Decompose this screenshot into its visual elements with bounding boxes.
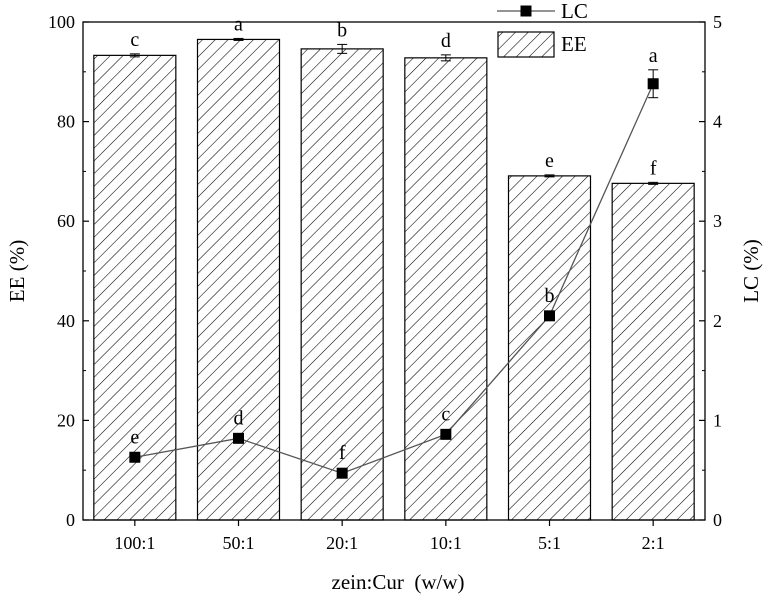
ee-bar <box>611 182 695 521</box>
lc-point <box>336 467 348 479</box>
lc-point <box>129 451 141 463</box>
x-axis-title: zein:Cur (w/w) <box>332 570 465 594</box>
x-tick-label: 5:1 <box>538 533 561 553</box>
legend-lc-marker <box>520 5 532 17</box>
x-tick-label: 50:1 <box>222 533 254 553</box>
lc-series: e d f c b a <box>129 45 659 479</box>
lc-significance-letter: f <box>339 442 346 464</box>
y2-tick-label: 5 <box>713 12 722 32</box>
legend: LC EE <box>497 0 588 58</box>
ee-significance-letter: c <box>130 29 139 51</box>
y-tick-label: 80 <box>57 112 75 132</box>
y2-tick-label: 0 <box>713 510 722 530</box>
axes: 0 20 40 60 80 100 0 1 2 3 4 5 100:1 50:1 20:1 10:1 5:1 2:… <box>48 12 722 553</box>
x-tick-label: 20:1 <box>326 533 358 553</box>
y-axis-title: EE (%) <box>5 240 29 302</box>
lc-significance-letter: a <box>649 45 658 67</box>
legend-lc-label: LC <box>561 0 588 23</box>
y-tick-label: 20 <box>57 410 75 430</box>
y2-tick-label: 4 <box>713 112 722 132</box>
x-tick-label: 10:1 <box>430 533 462 553</box>
y2-axis-title: LC (%) <box>739 239 763 303</box>
y2-tick-label: 3 <box>713 211 722 231</box>
y-tick-label: 60 <box>57 211 75 231</box>
lc-significance-letter: e <box>130 426 139 448</box>
ee-significance-letter: e <box>545 150 554 172</box>
lc-point <box>233 432 244 444</box>
y2-tick-label: 1 <box>713 410 722 430</box>
lc-point <box>647 78 659 90</box>
ee-significance-letter: b <box>337 19 347 41</box>
lc-significance-letter: b <box>545 285 555 307</box>
ee-significance-letter: f <box>650 157 657 179</box>
lc-point <box>544 310 555 322</box>
y-tick-label: 0 <box>66 510 75 530</box>
ee-significance-letter: d <box>441 30 451 52</box>
y2-tick-label: 2 <box>713 311 722 331</box>
ee-bar <box>404 57 488 521</box>
legend-ee-swatch <box>497 31 555 58</box>
y-tick-label: 100 <box>48 12 75 32</box>
y-tick-label: 40 <box>57 311 75 331</box>
lc-significance-letter: d <box>234 407 244 429</box>
lc-point <box>440 428 452 440</box>
ee-bar <box>93 54 177 521</box>
ee-significance-letter: a <box>234 13 243 35</box>
ee-bar <box>300 48 384 521</box>
lc-significance-letter: c <box>441 403 450 425</box>
x-tick-label: 100:1 <box>114 533 155 553</box>
lc-line <box>134 83 654 474</box>
x-tick-label: 2:1 <box>642 533 665 553</box>
ee-bars: c a b d e f <box>93 13 695 521</box>
legend-ee-label: EE <box>561 32 587 56</box>
